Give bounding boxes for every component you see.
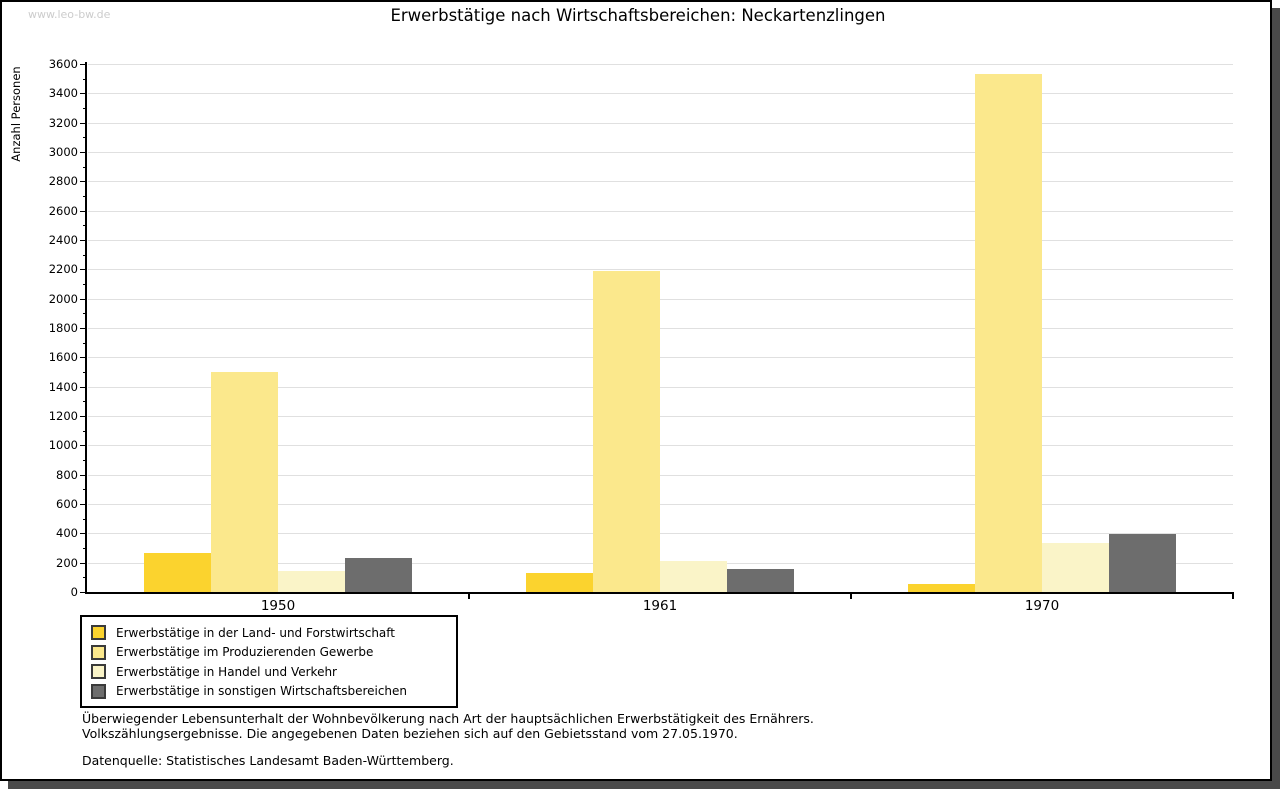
- gridline-y-1200: [88, 416, 1233, 417]
- y-tick-3400: [80, 93, 87, 95]
- y-tick-label-400: 400: [56, 526, 78, 541]
- gridline-y-2200: [88, 269, 1233, 271]
- y-tick-label-2200: 2200: [48, 262, 78, 277]
- legend-item-sonstige-wirtschaftsbereiche: Erwerbstätige in sonstigen Wirtschaftsbe…: [91, 682, 456, 702]
- y-tick-0: [80, 592, 87, 593]
- y-tick-1800: [80, 328, 87, 329]
- y-tick-label-2400: 2400: [48, 233, 78, 247]
- y-tick-label-1600: 1600: [48, 350, 78, 365]
- legend-swatch-produzierendes-gewerbe: [91, 644, 106, 660]
- gridline-y-1600: [88, 357, 1233, 359]
- gridline-y-2600: [88, 210, 1233, 212]
- y-tick-2400: [80, 240, 87, 241]
- y-tick-3200: [80, 122, 87, 124]
- y-tick-1000: [80, 445, 87, 447]
- y-tick-label-2800: 2800: [48, 174, 78, 189]
- x-tick-1: [468, 592, 470, 599]
- footnote-line-1: Überwiegender Lebensunterhalt der Wohnbe…: [82, 711, 814, 726]
- y-tick-1600: [80, 357, 87, 359]
- bar-1950-land-forstwirtschaft: [144, 553, 211, 592]
- bar-1950-sonstige-wirtschaftsbereiche: [345, 557, 412, 592]
- legend-item-land-forstwirtschaft: Erwerbstätige in der Land- und Forstwirt…: [91, 623, 456, 643]
- bar-1961-sonstige-wirtschaftsbereiche: [727, 569, 794, 592]
- legend: Erwerbstätige in der Land- und Forstwirt…: [80, 615, 458, 708]
- x-axis-line: [85, 592, 1233, 594]
- y-tick-label-3000: 3000: [48, 145, 78, 159]
- y-tick-label-1000: 1000: [48, 438, 78, 453]
- legend-item-handel-verkehr: Erwerbstätige in Handel und Verkehr: [91, 662, 456, 682]
- legend-label-handel-verkehr: Erwerbstätige in Handel und Verkehr: [116, 664, 337, 679]
- gridline-y-2000: [88, 298, 1233, 300]
- y-tick-label-3400: 3400: [48, 86, 78, 101]
- gridline-y-3400: [88, 93, 1233, 95]
- source-line: Datenquelle: Statistisches Landesamt Bad…: [82, 753, 454, 768]
- gridline-y-400: [88, 533, 1233, 535]
- bar-1961-land-forstwirtschaft: [526, 572, 593, 592]
- gridline-y-1000: [88, 445, 1233, 447]
- gridline-y-3600: [88, 64, 1233, 65]
- legend-label-sonstige-wirtschaftsbereiche: Erwerbstätige in sonstigen Wirtschaftsbe…: [116, 684, 408, 699]
- y-tick-2200: [80, 269, 87, 271]
- y-tick-1400: [80, 386, 87, 388]
- x-tick-2: [850, 592, 852, 599]
- bar-1950-handel-verkehr: [278, 571, 345, 592]
- gridline-y-600: [88, 504, 1233, 505]
- legend-item-produzierendes-gewerbe: Erwerbstätige im Produzierenden Gewerbe: [91, 643, 456, 663]
- y-tick-label-3600: 3600: [48, 57, 78, 71]
- y-tick-label-1200: 1200: [48, 409, 78, 423]
- x-tick-label-1961: 1961: [642, 598, 678, 614]
- y-tick-label-800: 800: [56, 467, 78, 482]
- gridline-y-2400: [88, 240, 1233, 241]
- footnotes: Überwiegender Lebensunterhalt der Wohnbe…: [82, 711, 814, 768]
- bar-1970-handel-verkehr: [1042, 542, 1109, 592]
- y-tick-label-1800: 1800: [48, 321, 78, 335]
- y-tick-200: [80, 562, 87, 564]
- y-axis-label: Anzahl Personen: [9, 66, 23, 162]
- y-axis-line: [85, 62, 87, 594]
- gridline-y-3000: [88, 152, 1233, 153]
- x-tick-3: [1232, 592, 1234, 599]
- legend-swatch-sonstige-wirtschaftsbereiche: [91, 683, 106, 699]
- gridline-y-800: [88, 474, 1233, 476]
- x-tick-label-1950: 1950: [260, 598, 296, 614]
- watermark: www.leo-bw.de: [28, 8, 111, 21]
- bar-1970-land-forstwirtschaft: [908, 583, 975, 592]
- y-tick-3600: [80, 64, 87, 65]
- legend-label-land-forstwirtschaft: Erwerbstätige in der Land- und Forstwirt…: [116, 625, 395, 640]
- y-tick-label-0: 0: [70, 585, 78, 599]
- y-tick-label-2600: 2600: [48, 203, 78, 218]
- legend-swatch-land-forstwirtschaft: [91, 625, 106, 641]
- bar-1950-produzierendes-gewerbe: [211, 372, 278, 592]
- bar-1961-produzierendes-gewerbe: [593, 270, 660, 592]
- y-tick-label-3200: 3200: [48, 115, 78, 130]
- gridline-y-1800: [88, 328, 1233, 329]
- y-tick-label-600: 600: [56, 497, 78, 511]
- gridline-y-3200: [88, 122, 1233, 124]
- y-tick-3000: [80, 152, 87, 153]
- y-tick-2800: [80, 181, 87, 183]
- bar-1970-produzierendes-gewerbe: [975, 74, 1042, 592]
- page-title: Erwerbstätige nach Wirtschaftsbereichen:…: [390, 6, 886, 25]
- footnote-line-2: Volkszählungsergebnisse. Die angegebenen…: [82, 726, 738, 741]
- y-tick-400: [80, 533, 87, 535]
- y-tick-600: [80, 504, 87, 505]
- gridline-y-2800: [88, 181, 1233, 183]
- y-tick-2000: [80, 298, 87, 300]
- y-tick-1200: [80, 416, 87, 417]
- y-tick-800: [80, 474, 87, 476]
- bar-1970-sonstige-wirtschaftsbereiche: [1109, 534, 1176, 592]
- legend-label-produzierendes-gewerbe: Erwerbstätige im Produzierenden Gewerbe: [116, 645, 374, 660]
- legend-swatch-handel-verkehr: [91, 664, 106, 680]
- bar-1961-handel-verkehr: [660, 561, 727, 592]
- x-tick-label-1970: 1970: [1024, 598, 1060, 614]
- y-tick-label-1400: 1400: [48, 379, 78, 394]
- gridline-y-1400: [88, 386, 1233, 388]
- y-tick-2600: [80, 210, 87, 212]
- y-tick-label-200: 200: [56, 555, 78, 570]
- y-tick-label-2000: 2000: [48, 291, 78, 306]
